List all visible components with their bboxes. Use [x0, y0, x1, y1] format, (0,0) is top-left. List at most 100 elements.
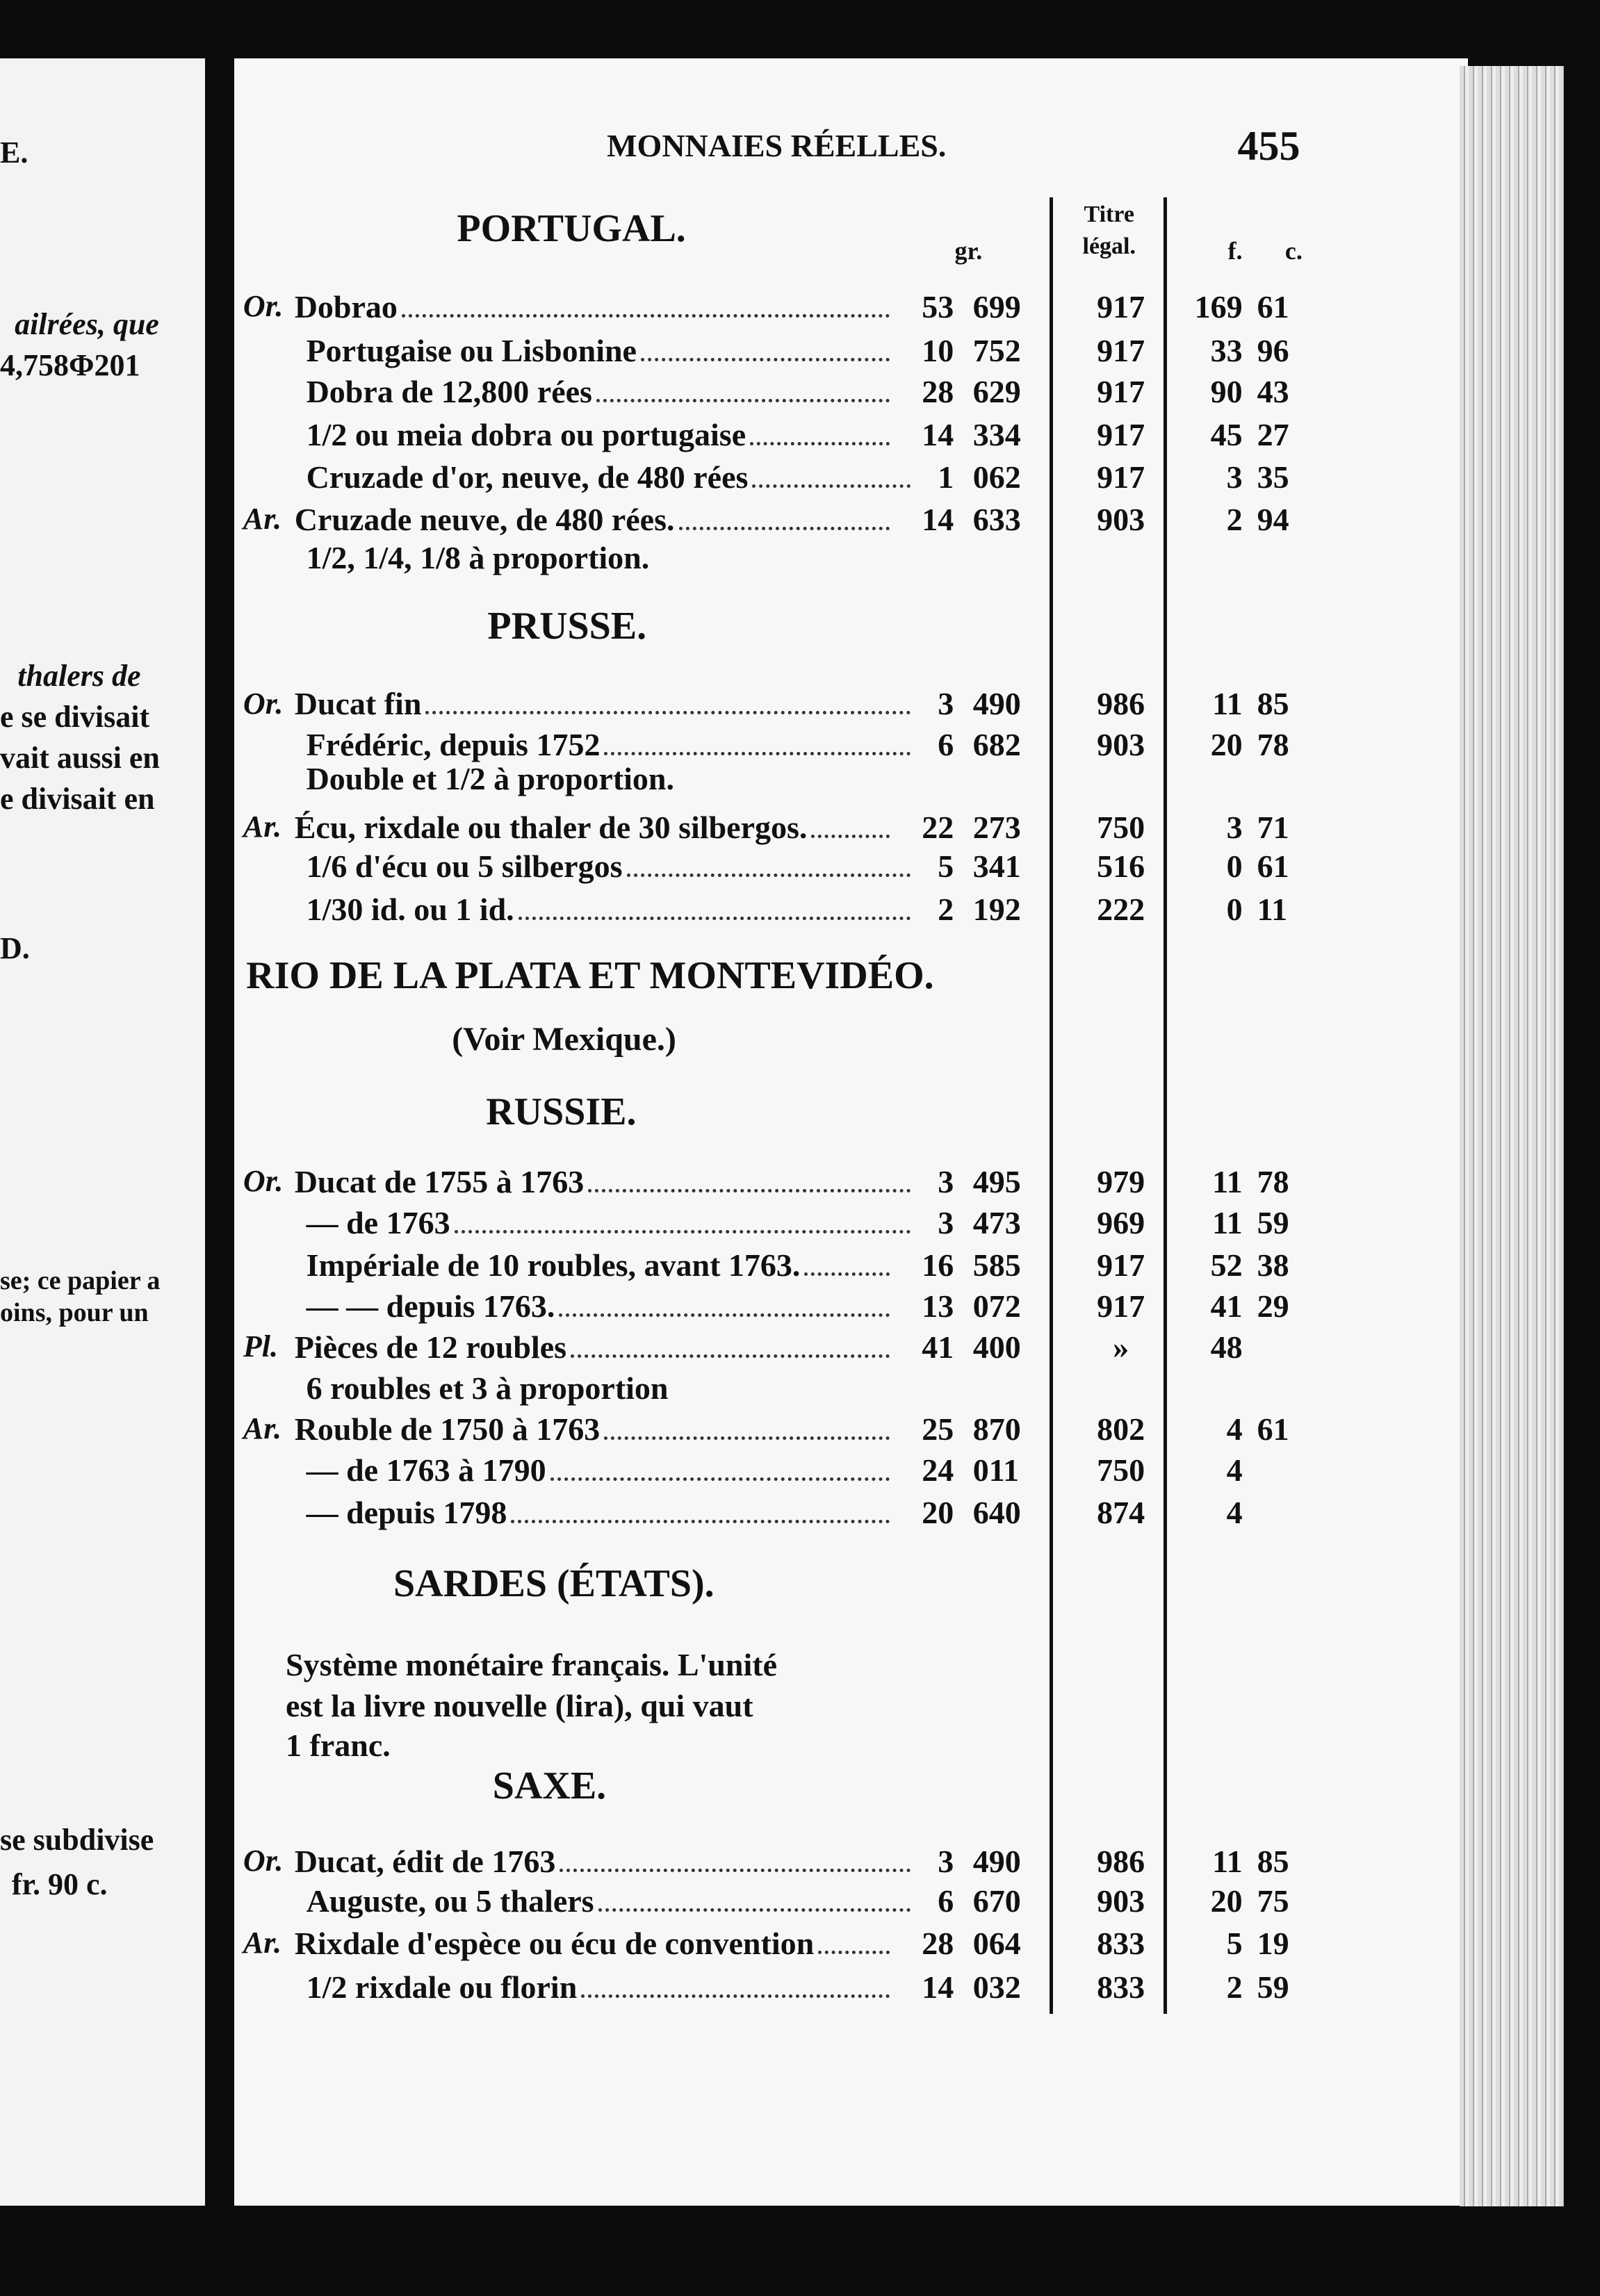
- fineness: 903: [1097, 727, 1145, 763]
- page-number: 455: [1237, 122, 1300, 169]
- centimes: 85: [1257, 686, 1289, 722]
- fineness: 986: [1097, 686, 1145, 722]
- weight-decimals: 192: [972, 891, 1021, 927]
- row-label: 1/6 d'écu ou 5 silbergos: [306, 848, 623, 885]
- row-label: 1/30 id. ou 1 id.: [306, 891, 514, 927]
- row-label: — de 1763 à 1790: [306, 1452, 546, 1488]
- weight-grams: 53: [922, 289, 954, 325]
- column-header: f.: [1227, 237, 1243, 265]
- francs: 52: [1210, 1247, 1243, 1283]
- weight-grams: 14: [922, 1969, 954, 2006]
- row-label: — de 1763: [306, 1204, 450, 1240]
- left-page-fragment: thalers de: [17, 658, 141, 693]
- row-label: 1/2 ou meia dobra ou portugaise: [306, 416, 746, 452]
- centimes: 29: [1257, 1288, 1289, 1324]
- fineness: 874: [1097, 1495, 1145, 1531]
- row-name: Pièces de 12 roubles: [295, 1328, 897, 1366]
- metal: Or.: [243, 1163, 284, 1198]
- left-page-fragment: 4,758Φ201: [0, 347, 140, 382]
- column-header: Titre: [1084, 201, 1134, 227]
- francs: 90: [1210, 374, 1243, 410]
- weight-decimals: 870: [972, 1411, 1021, 1447]
- row-label: Rixdale d'espèce ou écu de convention: [294, 1925, 815, 1961]
- leader-dots: [678, 526, 890, 530]
- row-label: 1/2 rixdale ou florin: [306, 1969, 578, 2006]
- weight-grams: 41: [922, 1329, 954, 1365]
- weight-decimals: 699: [972, 289, 1021, 325]
- row-name: Rouble de 1750 à 1763: [295, 1410, 897, 1448]
- weight-grams: 22: [922, 809, 954, 845]
- centimes: 59: [1257, 1969, 1289, 2006]
- leader-dots: [752, 484, 911, 488]
- fineness: 917: [1097, 459, 1145, 495]
- francs: 2: [1226, 501, 1243, 537]
- centimes: 38: [1257, 1247, 1289, 1283]
- row-label: — depuis 1798: [306, 1495, 507, 1531]
- row-label: Cruzade neuve, de 480 rées.: [294, 501, 675, 537]
- row-label: Ducat fin: [294, 686, 422, 722]
- fineness: 516: [1097, 848, 1145, 885]
- weight-decimals: 633: [972, 501, 1021, 537]
- running-title: MONNAIES RÉELLES.: [607, 128, 947, 164]
- centimes: 61: [1257, 848, 1289, 885]
- francs: 4: [1226, 1495, 1243, 1531]
- weight-grams: 2: [938, 891, 954, 927]
- francs: 41: [1210, 1288, 1243, 1324]
- row-label: Pièces de 12 roubles: [294, 1329, 567, 1365]
- row-label: Auguste, ou 5 thalers: [306, 1883, 594, 1919]
- fineness: »: [1113, 1329, 1129, 1365]
- metal: Ar.: [243, 502, 281, 536]
- weight-grams: 16: [922, 1247, 954, 1283]
- centimes: 75: [1257, 1883, 1289, 1919]
- weight-decimals: 629: [972, 374, 1021, 410]
- francs: 2: [1226, 1969, 1243, 2006]
- weight-decimals: 064: [972, 1925, 1021, 1961]
- francs: 5: [1226, 1925, 1243, 1961]
- weight-grams: 20: [922, 1495, 954, 1531]
- metal: Ar.: [243, 1411, 281, 1446]
- weight-decimals: 490: [972, 686, 1021, 722]
- centimes: 94: [1257, 501, 1289, 537]
- row-name: Dobrao: [295, 288, 897, 326]
- row-name: Ducat, édit de 1763: [295, 1842, 917, 1880]
- weight-grams: 3: [938, 1204, 954, 1240]
- metal: Or.: [243, 686, 284, 721]
- fineness: 917: [1097, 1288, 1145, 1324]
- row-label: Portugaise ou Lisbonine: [306, 333, 637, 369]
- row-name: Portugaise ou Lisbonine: [307, 331, 897, 370]
- row-label: Dobrao: [294, 289, 398, 325]
- row-name: Impériale de 10 roubles, avant 1763.: [307, 1246, 897, 1284]
- leader-dots: [818, 1950, 890, 1954]
- centimes: 61: [1257, 289, 1289, 325]
- metal: Ar.: [243, 809, 281, 844]
- fineness: 750: [1097, 1452, 1145, 1488]
- leader-dots: [559, 1313, 890, 1317]
- fineness: 750: [1097, 809, 1145, 845]
- column-header: gr.: [954, 237, 983, 265]
- left-page-fragment: ailrées, que: [15, 306, 159, 341]
- weight-grams: 6: [938, 1883, 954, 1919]
- row-label: Rouble de 1750 à 1763: [294, 1411, 601, 1447]
- section-title: SAXE.: [492, 1764, 607, 1808]
- francs: 20: [1210, 1883, 1243, 1919]
- francs: 4: [1226, 1411, 1243, 1447]
- section-title: SARDES (ÉTATS).: [393, 1562, 715, 1606]
- row-name: — de 1763: [307, 1204, 917, 1242]
- leader-dots: [401, 314, 890, 318]
- leader-dots: [598, 1908, 911, 1912]
- weight-grams: 3: [938, 1163, 954, 1199]
- leader-dots: [425, 711, 911, 715]
- row-label: 6 roubles et 3 à proportion: [306, 1370, 669, 1406]
- page-edges: [1460, 66, 1564, 2206]
- left-page-fragment: E.: [0, 136, 28, 170]
- weight-decimals: 334: [972, 416, 1021, 452]
- weight-grams: 3: [938, 686, 954, 722]
- fineness: 903: [1097, 501, 1145, 537]
- row-name: 1/6 d'écu ou 5 silbergos: [307, 847, 917, 885]
- leader-dots: [550, 1477, 890, 1481]
- francs: 45: [1210, 416, 1243, 452]
- weight-decimals: 062: [972, 459, 1021, 495]
- fineness: 917: [1097, 289, 1145, 325]
- fineness: 917: [1097, 1247, 1145, 1283]
- row-label: Ducat de 1755 à 1763: [294, 1163, 585, 1199]
